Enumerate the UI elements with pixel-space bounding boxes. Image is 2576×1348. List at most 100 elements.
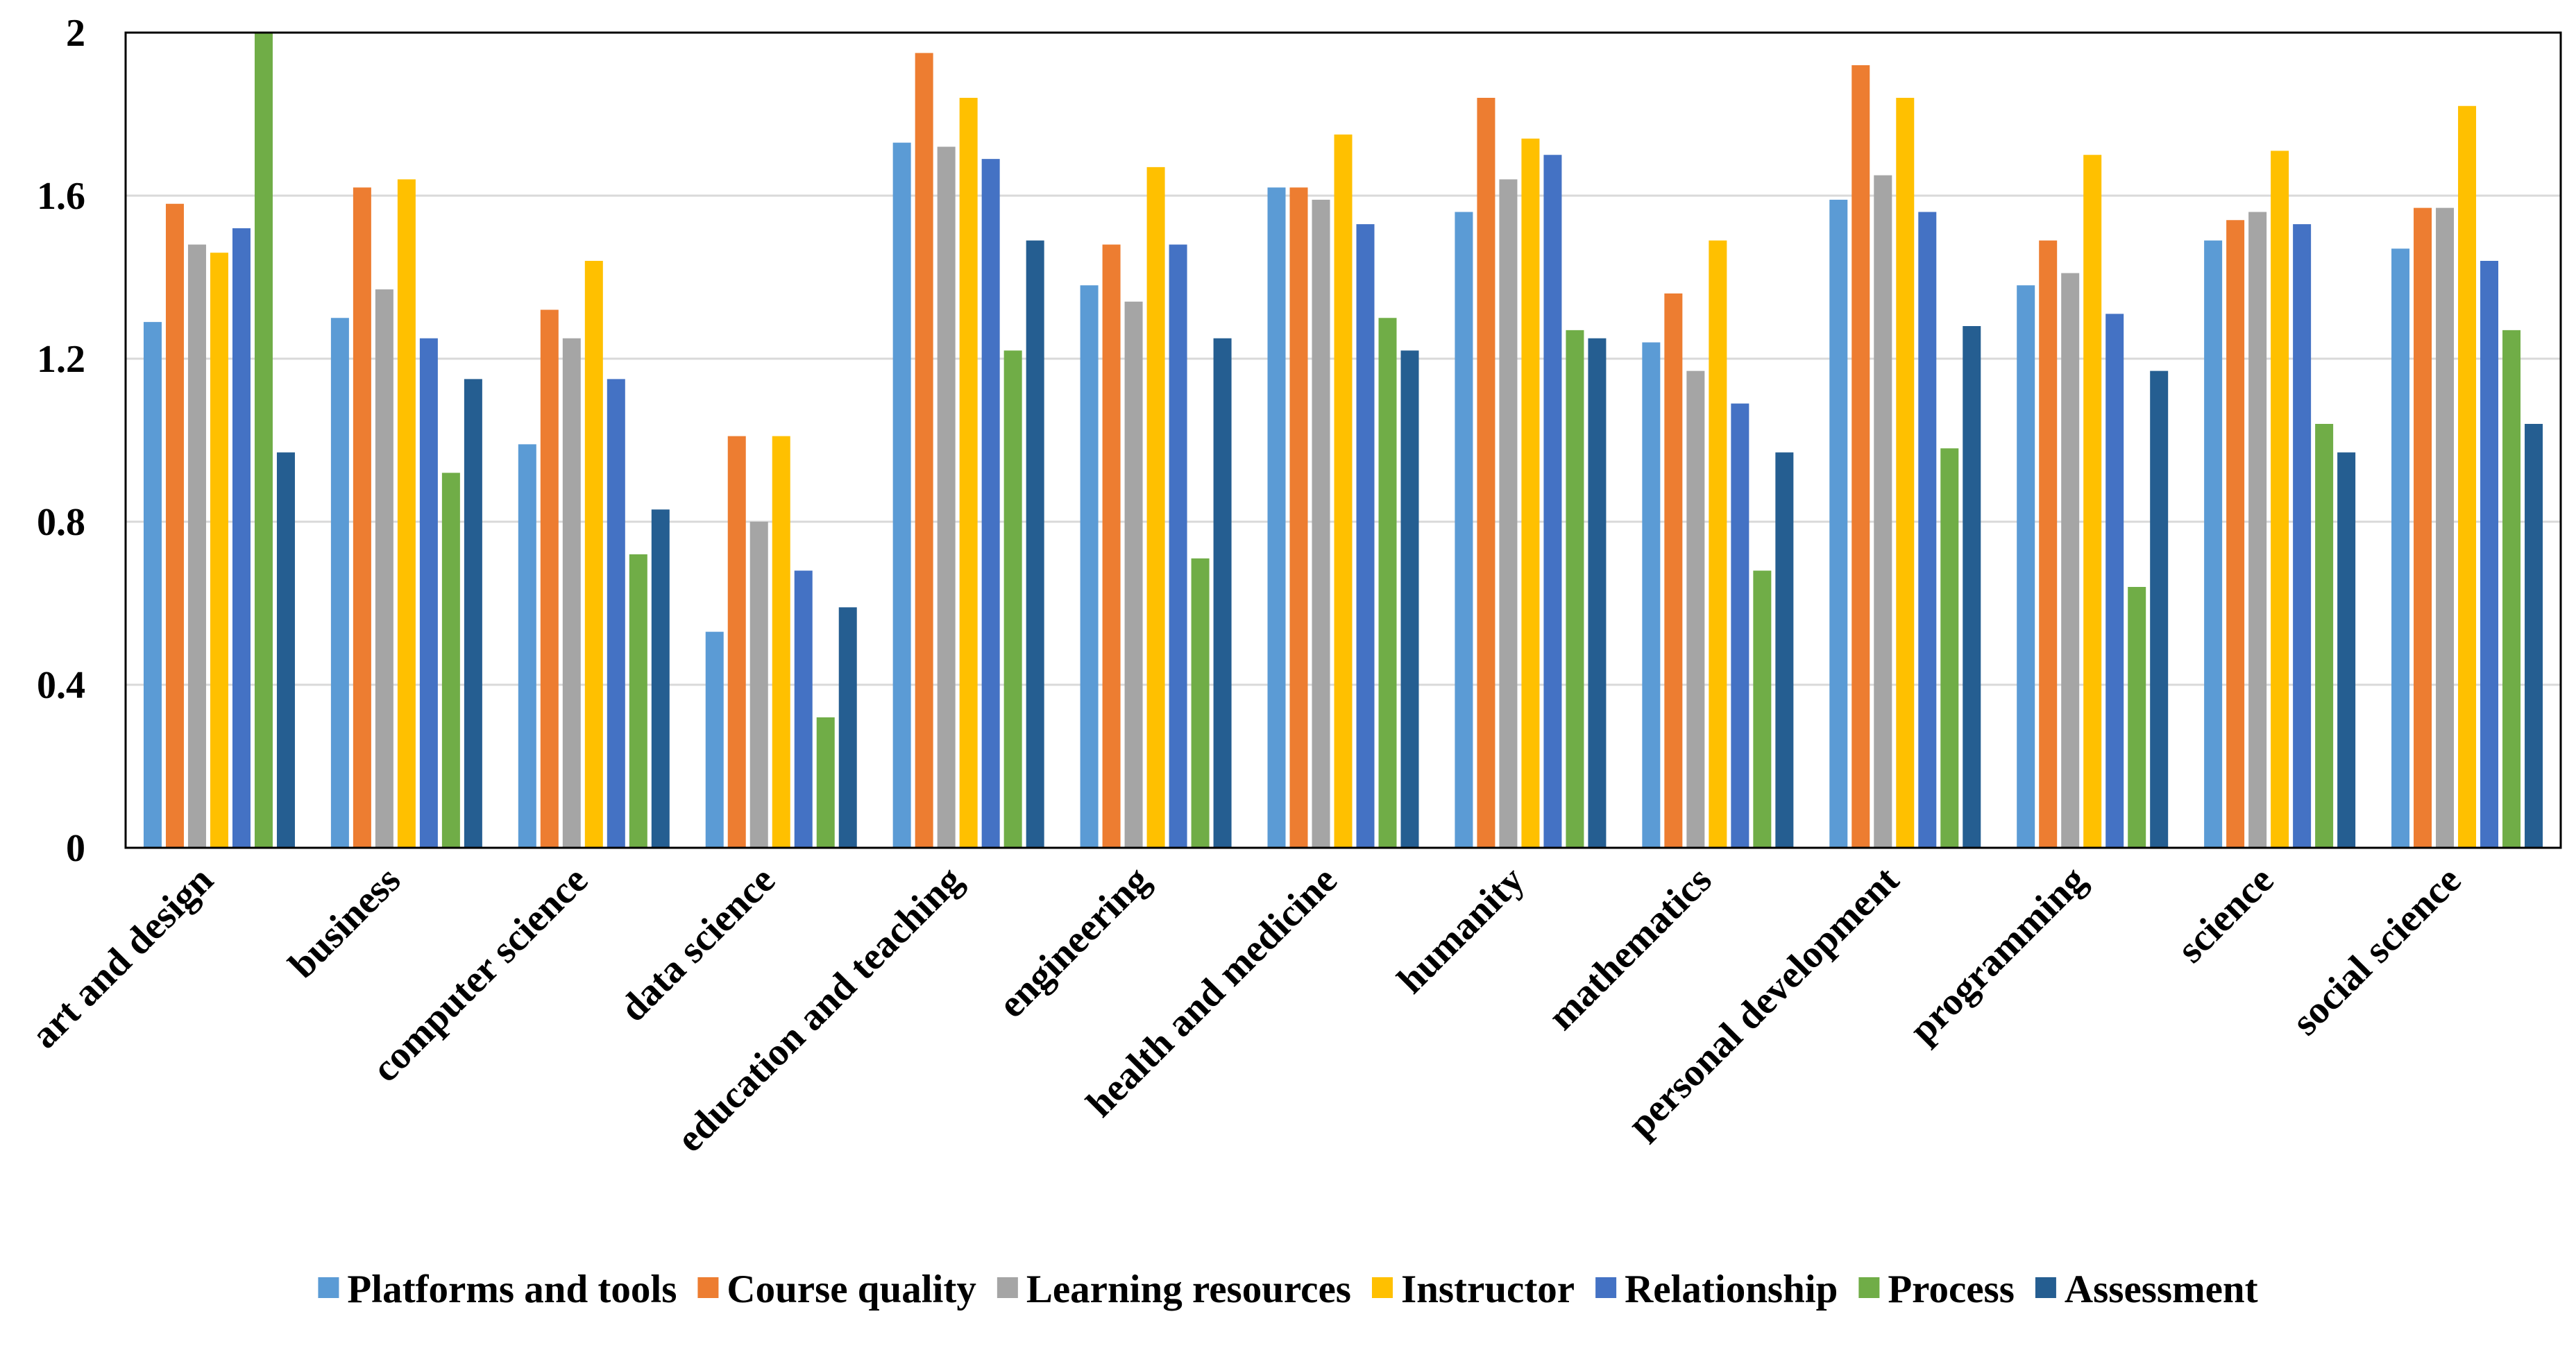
y-tick-label: 0.4 <box>37 664 85 707</box>
bars-layer <box>143 33 2543 848</box>
bar-assessment-programming <box>2150 370 2169 848</box>
legend-swatch <box>1595 1277 1617 1298</box>
y-tick-label: 2 <box>66 12 85 55</box>
bar-platforms-and-tools-social-science <box>2391 248 2410 848</box>
x-tick-label: art and design <box>23 858 221 1057</box>
bar-relationship-education-and-teaching <box>981 159 1000 848</box>
legend-swatch <box>1858 1277 1880 1298</box>
bar-relationship-engineering <box>1169 244 1187 848</box>
legend-swatch <box>318 1277 339 1298</box>
legend-label: Assessment <box>2065 1268 2258 1311</box>
bar-assessment-mathematics <box>1775 452 1794 848</box>
bar-platforms-and-tools-art-and-design <box>143 322 162 848</box>
legend: Platforms and tools Course quality Learnin… <box>318 1268 2258 1311</box>
bar-relationship-health-and-medicine <box>1356 224 1375 848</box>
legend-swatch <box>2035 1277 2056 1298</box>
bar-platforms-and-tools-business <box>330 318 349 848</box>
bar-process-mathematics <box>1753 570 1772 848</box>
x-tick-label: science <box>2169 858 2282 971</box>
bar-course-quality-humanity <box>1477 98 1495 848</box>
bar-process-art-and-design <box>254 33 273 848</box>
legend-label: Process <box>1888 1268 2015 1311</box>
bar-learning-resources-mathematics <box>1686 370 1705 848</box>
bar-course-quality-education-and-teaching <box>915 53 933 848</box>
bar-learning-resources-art-and-design <box>187 244 206 848</box>
legend-label: Instructor <box>1401 1268 1575 1311</box>
bar-process-social-science <box>2502 330 2521 848</box>
legend-item-instructor: Instructor <box>1371 1268 1575 1311</box>
bar-process-data-science <box>816 717 835 848</box>
bar-learning-resources-education-and-teaching <box>937 146 956 848</box>
bar-course-quality-business <box>353 187 371 848</box>
bar-process-science <box>2315 424 2334 848</box>
bar-assessment-health-and-medicine <box>1400 350 1419 848</box>
bar-platforms-and-tools-science <box>2204 240 2223 848</box>
bar-course-quality-data-science <box>727 436 746 848</box>
bar-learning-resources-humanity <box>1499 179 1518 848</box>
bar-relationship-science <box>2293 224 2312 848</box>
x-tick-label: business <box>280 858 409 987</box>
bar-process-computer-science <box>629 554 647 848</box>
bar-platforms-and-tools-health-and-medicine <box>1267 187 1286 848</box>
bar-assessment-humanity <box>1588 338 1607 848</box>
bar-relationship-mathematics <box>1731 403 1749 848</box>
bar-course-quality-art-and-design <box>165 203 184 848</box>
x-tick-label: mathematics <box>1540 858 1720 1038</box>
bar-relationship-social-science <box>2480 261 2499 848</box>
bar-platforms-and-tools-engineering <box>1080 285 1099 848</box>
bar-process-education-and-teaching <box>1003 350 1022 848</box>
bar-process-health-and-medicine <box>1378 318 1397 848</box>
bar-instructor-business <box>397 179 416 848</box>
bar-learning-resources-personal-development <box>1874 175 1892 848</box>
bar-instructor-social-science <box>2458 105 2477 848</box>
bar-instructor-programming <box>2083 155 2102 848</box>
bar-learning-resources-science <box>2248 212 2267 848</box>
bar-process-humanity <box>1566 330 1584 848</box>
legend-label: Learning resources <box>1026 1268 1351 1311</box>
bar-course-quality-health-and-medicine <box>1289 187 1308 848</box>
bar-course-quality-mathematics <box>1664 293 1683 848</box>
bar-instructor-education-and-teaching <box>959 98 978 848</box>
bar-learning-resources-health-and-medicine <box>1312 199 1330 848</box>
bar-instructor-health-and-medicine <box>1334 134 1353 848</box>
bar-assessment-social-science <box>2525 424 2543 848</box>
bar-course-quality-personal-development <box>1852 65 1870 848</box>
legend-item-course-quality: Course quality <box>697 1268 976 1311</box>
x-tick-label: social science <box>2284 858 2469 1043</box>
x-tick-label: engineering <box>990 858 1158 1026</box>
bar-assessment-art-and-design <box>276 452 295 848</box>
bar-learning-resources-business <box>375 289 393 848</box>
bar-relationship-business <box>419 338 438 848</box>
bar-relationship-programming <box>2105 314 2124 848</box>
bar-platforms-and-tools-programming <box>2017 285 2035 848</box>
bar-assessment-education-and-teaching <box>1026 240 1044 848</box>
bar-learning-resources-computer-science <box>562 338 581 848</box>
bar-assessment-science <box>2337 452 2356 848</box>
bar-learning-resources-social-science <box>2436 207 2455 848</box>
bar-assessment-engineering <box>1213 338 1232 848</box>
legend-label: Course quality <box>727 1268 976 1311</box>
bar-learning-resources-programming <box>2061 273 2080 848</box>
x-tick-label: data science <box>612 858 783 1030</box>
bar-instructor-personal-development <box>1896 98 1915 848</box>
legend-swatch <box>697 1277 719 1298</box>
bar-platforms-and-tools-humanity <box>1455 212 1473 848</box>
bar-process-personal-development <box>1940 448 1959 848</box>
bar-instructor-data-science <box>772 436 790 848</box>
axis-layer <box>124 31 2562 849</box>
legend-swatch <box>1371 1277 1393 1298</box>
bar-process-business <box>441 472 460 848</box>
bar-process-engineering <box>1191 558 1210 848</box>
bar-instructor-science <box>2271 151 2289 848</box>
legend-item-process: Process <box>1858 1268 2015 1311</box>
bar-platforms-and-tools-mathematics <box>1642 342 1661 848</box>
bar-relationship-humanity <box>1543 155 1562 848</box>
bar-relationship-data-science <box>794 570 813 848</box>
legend-item-relationship: Relationship <box>1595 1268 1838 1311</box>
bar-platforms-and-tools-education-and-teaching <box>892 142 911 848</box>
bar-relationship-art-and-design <box>232 228 251 848</box>
bar-relationship-computer-science <box>607 379 625 848</box>
bar-instructor-humanity <box>1521 138 1540 848</box>
bar-platforms-and-tools-data-science <box>705 631 724 848</box>
